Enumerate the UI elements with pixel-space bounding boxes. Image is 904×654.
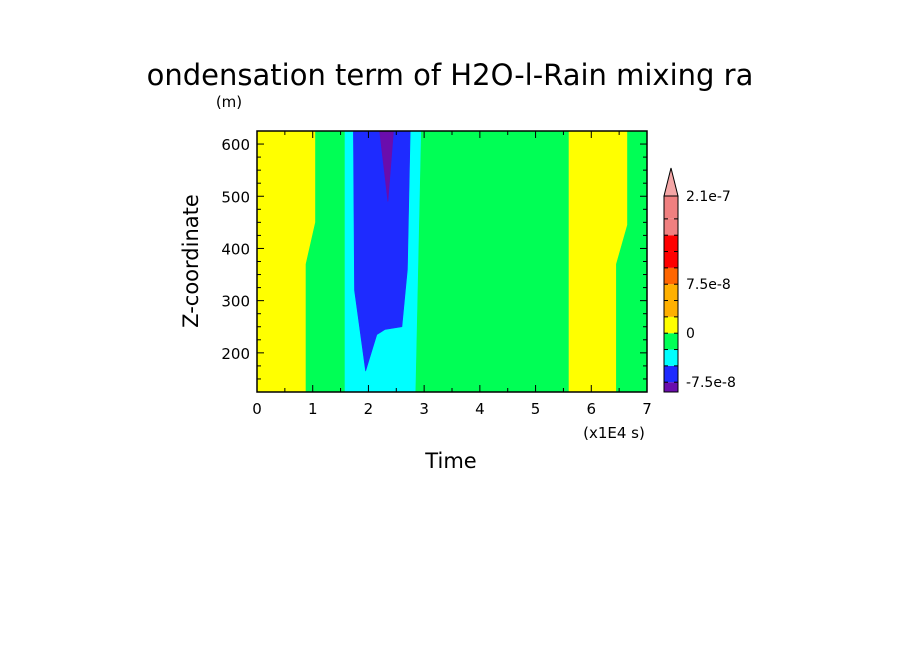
colorbar-band — [664, 300, 678, 317]
colorbar-extend-arrow — [663, 167, 679, 197]
colorbar-tick-label: -7.5e-8 — [686, 375, 736, 391]
contour-regions — [256, 130, 648, 393]
colorbar-tick-label: 7.5e-8 — [686, 277, 731, 293]
colorbar-band — [664, 218, 678, 236]
colorbar-band — [664, 365, 678, 383]
colorbar-tick-label: 0 — [686, 326, 695, 342]
x-axis-label: Time — [424, 449, 476, 473]
colorbar-band — [664, 349, 678, 366]
colorbar-band — [664, 284, 678, 301]
colorbar-band — [664, 196, 678, 219]
y-tick-label: 200 — [221, 345, 250, 363]
colorbar-band — [664, 251, 678, 268]
colorbar-band — [664, 267, 678, 285]
contour-region-near-zero — [415, 130, 570, 393]
y-unit-label: (m) — [216, 93, 242, 111]
x-tick-label: 4 — [475, 400, 485, 418]
x-tick-label: 1 — [308, 400, 318, 418]
y-tick-label: 500 — [221, 188, 250, 206]
x-unit-label: (x1E4 s) — [583, 424, 645, 442]
colorbar-band — [664, 235, 678, 252]
y-tick-label: 600 — [221, 136, 250, 154]
x-tick-label: 5 — [531, 400, 541, 418]
colorbar-band — [664, 333, 678, 350]
y-tick-label: 400 — [221, 240, 250, 258]
colorbar-frame — [663, 195, 679, 393]
x-tick-label: 7 — [642, 400, 652, 418]
x-tick-label: 6 — [587, 400, 597, 418]
colorbar-tick-label: 2.1e-7 — [686, 189, 731, 205]
contour-region-negative — [353, 130, 411, 372]
x-tick-label: 2 — [364, 400, 374, 418]
x-tick-label: 3 — [419, 400, 429, 418]
x-tick-label: 0 — [252, 400, 262, 418]
colorbar: -7.5e-8 0 7.5e-8 2.1e-7 — [663, 167, 736, 393]
y-axis-label: Z-coordinate — [179, 194, 203, 328]
axes: 0 1 2 3 4 5 6 7 200 300 400 500 600 — [221, 130, 652, 418]
colorbar-band — [664, 382, 678, 392]
y-tick-label: 300 — [221, 293, 250, 311]
chart-title: ondensation term of H2O-l-Rain mixing ra — [147, 58, 754, 92]
colorbar-band — [664, 316, 678, 334]
